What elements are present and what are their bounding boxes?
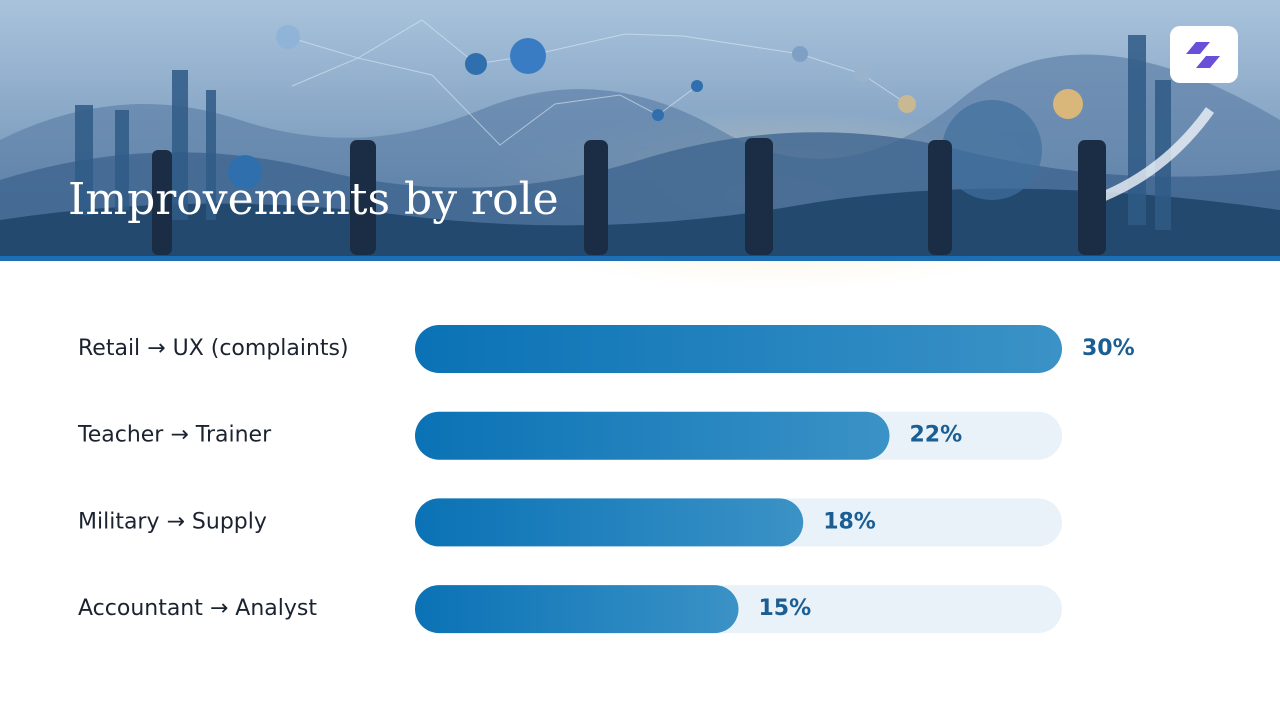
category-label: Military → Supply (78, 509, 267, 534)
category-label: Retail → UX (complaints) (78, 336, 349, 361)
value-label: 15% (759, 596, 812, 621)
value-label: 18% (823, 509, 876, 534)
category-label: Teacher → Trainer (77, 423, 272, 448)
value-label: 30% (1082, 336, 1135, 361)
bar (415, 585, 739, 634)
bar (415, 325, 1062, 373)
bar (415, 411, 890, 460)
value-label: 22% (909, 423, 962, 448)
bar (415, 498, 804, 547)
banner (0, 0, 1280, 290)
chart-title: Improvements by role (68, 174, 559, 225)
category-label: Accountant → Analyst (78, 596, 317, 621)
plot-area: Retail → UX (complaints) 30% Teacher → Tra… (77, 325, 1135, 634)
